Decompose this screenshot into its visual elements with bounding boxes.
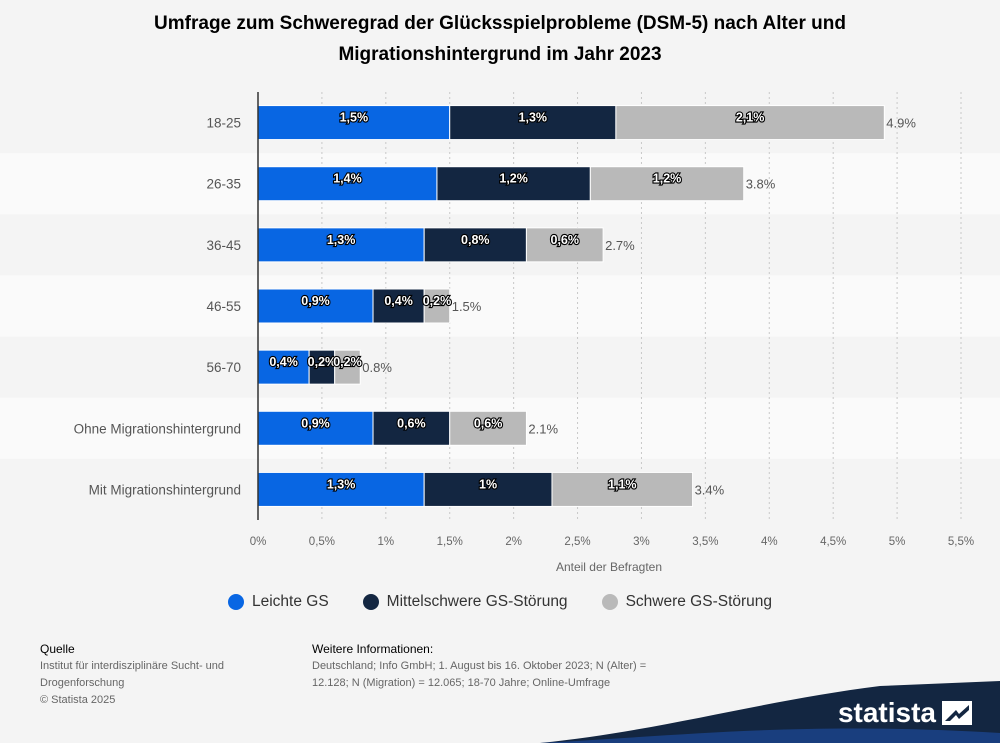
bar-value-label: 1,2% [499, 172, 528, 186]
bar-value-label: 1,3% [327, 233, 356, 247]
stacked-bar-chart: 0% 0,5% 1% 1,5% 2% 2,5% 3% 3,5% 4% 4,5% 5% 5,5% Ante… [0, 92, 1000, 574]
bar-value-label: 0,8% [461, 233, 490, 247]
info-heading: Weitere Informationen: [312, 642, 434, 656]
legend-dot-icon [227, 594, 244, 610]
bar-value-label: 1,3% [327, 477, 356, 491]
bar-value-label: 1,3% [519, 111, 548, 125]
bar-value-label: 0,2% [333, 355, 362, 369]
x-tick-label: 5% [889, 536, 906, 548]
bar-value-label: 1% [479, 477, 497, 491]
x-tick-label: 3,5% [692, 536, 718, 548]
info-line: 12.128; N (Migration) = 12.065; 18-70 Ja… [312, 677, 611, 689]
bar-segment[interactable] [372, 288, 425, 324]
legend-item-mittelschwere[interactable]: Mittelschwere GS-Störung [362, 593, 568, 611]
bar-value-label: 0,2% [308, 355, 337, 369]
bar-value-label: 1,1% [608, 477, 637, 491]
bar-total-label: 4.9% [886, 116, 916, 131]
bar-value-label: 0,2% [423, 294, 452, 308]
bar-total-label: 2.1% [528, 421, 558, 436]
legend-label: Schwere GS-Störung [625, 593, 773, 610]
bar-value-label: 1,4% [333, 172, 362, 186]
info-block: Weitere Informationen: Deutschland; Info… [312, 641, 702, 692]
category-label: 56-70 [206, 360, 241, 375]
category-label: 46-55 [206, 299, 241, 314]
category-label: Mit Migrationshintergrund [89, 482, 241, 497]
bar-value-label: 0,6% [397, 416, 426, 430]
x-tick-label: 1% [378, 536, 395, 548]
bar-segment[interactable] [589, 166, 745, 202]
bar-segment[interactable] [334, 349, 361, 385]
legend-item-leichte[interactable]: Leichte GS [227, 593, 329, 611]
legend-dot-icon [362, 594, 379, 610]
x-tick-label: 1,5% [437, 536, 463, 548]
x-tick-label: 3% [633, 536, 650, 548]
x-tick-label: 2,5% [564, 536, 590, 548]
legend-label: Leichte GS [251, 593, 329, 610]
category-label: 26-35 [206, 177, 241, 192]
bar-segment[interactable] [436, 166, 591, 202]
bar-segment[interactable] [372, 410, 451, 446]
bar-value-label: 2,1% [736, 111, 765, 125]
statista-logo[interactable]: statista [838, 697, 972, 729]
x-tick-label: 2% [505, 536, 522, 548]
bar-segment[interactable] [423, 288, 451, 324]
category-label: Ohne Migrationshintergrund [74, 421, 241, 436]
row-band [0, 275, 1000, 337]
bar-value-label: 0,4% [384, 294, 413, 308]
bar-segment[interactable] [257, 288, 374, 324]
bar-segment[interactable] [257, 410, 374, 446]
category-label: 36-45 [206, 238, 241, 253]
bar-value-label: 1,2% [653, 172, 682, 186]
x-tick-label: 4% [761, 536, 778, 548]
source-heading: Quelle [40, 642, 75, 656]
x-tick-label: 5,5% [948, 536, 974, 548]
x-axis-title: Anteil der Befragten [556, 560, 662, 574]
chart-title: Umfrage zum Schweregrad der Glücksspielp… [154, 13, 846, 65]
category-label: 18-25 [206, 116, 241, 131]
legend-label: Mittelschwere GS-Störung [386, 593, 568, 610]
bar-total-label: 1.5% [452, 299, 482, 314]
x-tick-label: 0% [250, 536, 267, 548]
bar-segment[interactable] [615, 105, 885, 141]
legend: Leichte GS Mittelschwere GS-Störung Schw… [0, 593, 1000, 611]
bar-total-label: 3.4% [695, 482, 725, 497]
bar-value-label: 0,6% [474, 416, 503, 430]
source-line[interactable]: Drogenforschung [40, 677, 125, 689]
bar-total-label: 2.7% [605, 238, 635, 253]
footer-wave-decoration [540, 681, 1000, 743]
bar-value-label: 0,4% [269, 355, 298, 369]
bar-segment[interactable] [257, 166, 438, 202]
x-tick-label: 0,5% [309, 536, 335, 548]
bar-segment[interactable] [449, 410, 527, 446]
bar-segment[interactable] [257, 227, 425, 263]
logo-text: statista [837, 697, 936, 728]
x-tick-label: 4,5% [820, 536, 846, 548]
bar-total-label: 0.8% [362, 360, 392, 375]
source-block: Quelle Institut für interdisziplinäre Su… [40, 641, 260, 709]
bar-value-label: 1,5% [340, 111, 369, 125]
bar-segment[interactable] [423, 471, 553, 507]
bar-value-label: 0,9% [301, 294, 330, 308]
bar-value-label: 0,9% [301, 416, 330, 430]
bar-segment[interactable] [257, 349, 310, 385]
legend-item-schwere[interactable]: Schwere GS-Störung [601, 593, 773, 611]
info-line: Deutschland; Info GmbH; 1. August bis 16… [312, 660, 647, 672]
bar-segment[interactable] [551, 471, 694, 507]
source-line[interactable]: Institut für interdisziplinäre Sucht- un… [40, 660, 225, 672]
logo-mark-icon [942, 701, 972, 725]
bar-segment[interactable] [308, 349, 336, 385]
bar-segment[interactable] [525, 227, 604, 263]
copyright-line: © Statista 2025 [40, 694, 116, 706]
legend-dot-icon [601, 594, 618, 610]
bar-total-label: 3.8% [746, 177, 776, 192]
bar-value-label: 0,6% [551, 233, 580, 247]
